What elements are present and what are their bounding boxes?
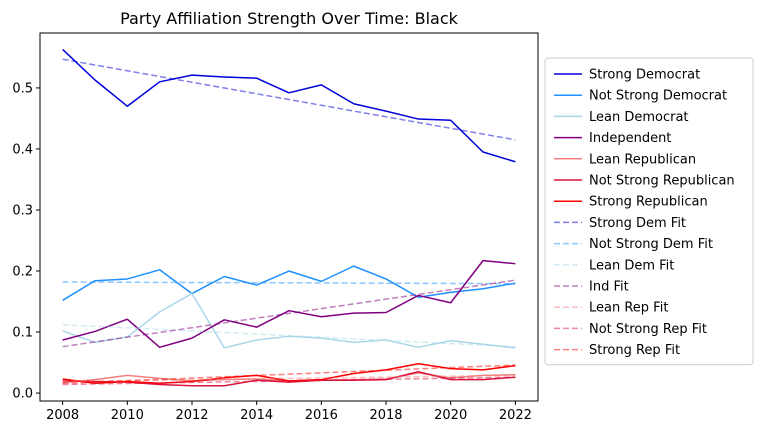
legend-label: Lean Democrat <box>589 110 689 125</box>
y-tick-label: 0.0 <box>12 387 33 402</box>
series-line-9 <box>62 323 516 348</box>
legend-label: Lean Dem Fit <box>589 258 674 273</box>
x-tick-label: 2014 <box>240 408 273 423</box>
series-layer <box>62 48 516 387</box>
x-tick-label: 2010 <box>111 408 144 423</box>
y-tick-label: 0.3 <box>12 203 33 218</box>
y-tick-label: 0.1 <box>12 326 33 341</box>
legend-label: Strong Democrat <box>589 68 700 83</box>
x-tick-label: 2012 <box>175 408 208 423</box>
axis-layer: 2008 2010 2012 2014 2016 2018 2020 2022 0.0 0.1 0.… <box>12 81 532 423</box>
legend-label: Strong Republican <box>589 195 708 210</box>
legend-label: Strong Rep Fit <box>589 343 680 358</box>
x-tick-label: 2018 <box>369 408 402 423</box>
y-tick-label: 0.2 <box>12 265 33 280</box>
series-line-13 <box>62 364 516 385</box>
plot-frame <box>39 32 539 402</box>
legend-label: Not Strong Rep Fit <box>589 322 707 337</box>
legend-label: Strong Dem Fit <box>589 216 686 231</box>
x-tick-label: 2022 <box>499 408 532 423</box>
legend-frame <box>544 57 754 366</box>
series-line-12 <box>62 376 516 386</box>
chart-title: Party Affiliation Strength Over Time: Bl… <box>120 9 459 28</box>
legend-label: Not Strong Republican <box>589 174 735 189</box>
series-line-8 <box>62 281 516 285</box>
x-tick-label: 2020 <box>434 408 467 423</box>
legend-label: Lean Rep Fit <box>589 301 668 316</box>
y-tick-label: 0.5 <box>12 81 33 96</box>
legend-label: Not Strong Dem Fit <box>589 237 713 252</box>
y-tick-label: 0.4 <box>12 142 33 157</box>
legend-label: Independent <box>589 131 671 146</box>
legend-label: Lean Republican <box>589 152 696 167</box>
legend-label: Not Strong Democrat <box>589 89 727 104</box>
legend: Strong Democrat Not Strong Democrat Lean D… <box>544 57 754 366</box>
x-tick-label: 2008 <box>46 408 79 423</box>
series-line-0 <box>62 48 516 163</box>
series-line-10 <box>62 279 516 348</box>
series-line-1 <box>62 265 516 301</box>
series-line-7 <box>62 58 516 141</box>
x-tick-label: 2016 <box>305 408 338 423</box>
legend-label: Ind Fit <box>589 280 629 295</box>
